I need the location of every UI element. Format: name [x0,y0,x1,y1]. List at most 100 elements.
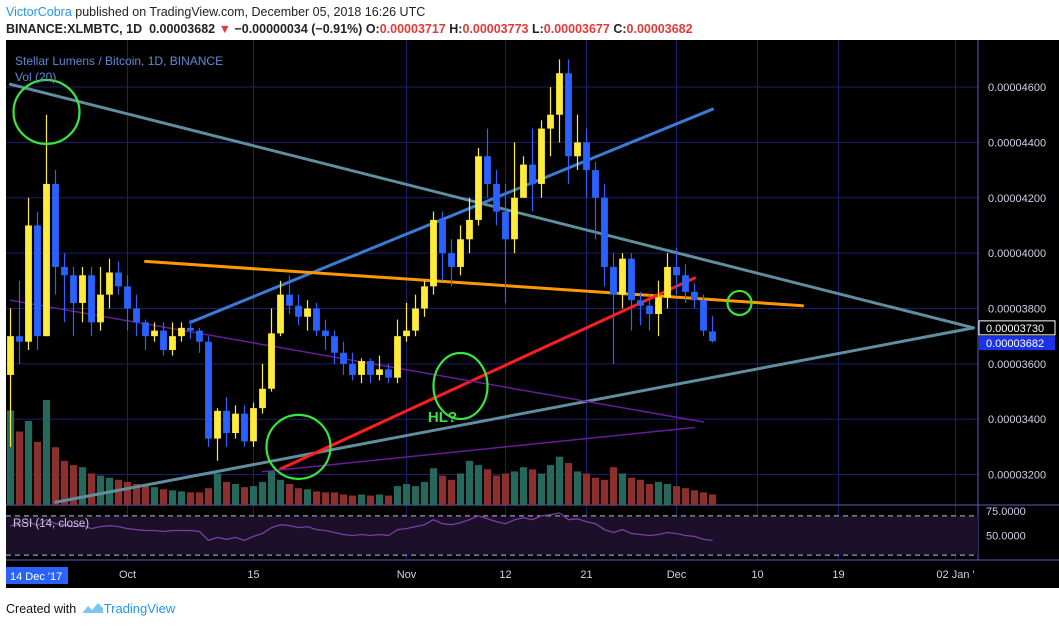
volume-bar [474,465,483,505]
candle-body [187,327,194,331]
volume-bar [69,465,78,505]
candle-body [403,330,410,337]
candle-body [385,369,392,378]
time-axis[interactable]: Oct 15 Nov 12 21 Dec 10 19 02 Jan ' 14 Dec '17 [6,567,975,584]
candle-body [142,322,149,337]
candle-body [574,142,581,157]
tradingview-brand[interactable]: TradingView [103,601,176,616]
volume-bar [456,473,465,505]
candle-body [97,294,104,323]
candle-body [628,258,635,301]
grid [6,40,1059,561]
volume-bar [519,467,528,505]
candle-body [133,308,140,323]
candle-body [475,156,482,220]
candle-body [115,272,122,287]
red-trendline [279,276,696,471]
volume-bar [375,494,384,505]
circle-top-left [12,78,81,146]
volume-bar [150,487,159,505]
price-chart[interactable]: HH? HL? 75.0000 50.0000 0.00004600 0.000044… [6,40,1059,588]
candle-body [430,219,437,287]
open-value: 0.00003717 [379,22,446,36]
price-tick-label: 0.00003800 [988,303,1046,315]
high-label: H: [449,22,463,36]
volume-bar [24,421,33,505]
volume-bar [546,465,555,505]
volume-bar [447,479,456,505]
candle-body [151,330,158,337]
candles[interactable] [7,59,716,461]
volume-bar [555,456,564,505]
ascending-support-trendline [54,326,975,504]
candle-body [493,183,500,212]
candle-body [340,352,347,364]
author-link[interactable]: VictorCobra [6,5,72,19]
candle-body [25,225,32,342]
candle-body [313,308,320,331]
candle-body [7,336,14,375]
candle-body [178,327,185,337]
volume-bar [276,479,285,505]
volume-subtitle: Vol (20) [15,70,56,84]
time-tick-label: Dec [667,569,687,581]
footer: Created with TradingView [6,601,175,616]
volume-bar [96,475,105,505]
volume-bar [636,479,645,505]
candle-body [691,291,698,301]
publish-line: VictorCobra published on TradingView.com… [6,5,425,19]
volume-bar [51,447,60,505]
close-label: C: [613,22,627,36]
time-tick-label: Nov [397,569,417,581]
candle-body [520,164,527,198]
time-tick-label: 02 Jan ' [936,569,974,581]
volume-bar [672,486,681,505]
blue-channel-line [189,107,714,324]
price-label-text: 0.00003730 [986,323,1044,335]
candle-body [52,183,59,267]
price-axis[interactable]: 0.00004600 0.00004400 0.00004200 0.00004000… [978,82,1056,482]
price-tick-label: 0.00004600 [988,82,1046,94]
volume-bar [267,471,276,505]
price-change: −0.00000034 (−0.91%) [234,22,363,36]
price-tick-label: 0.00003200 [988,470,1046,482]
chart-title: Stellar Lumens / Bitcoin, 1D, BINANCE [15,54,223,68]
volume-bar [294,488,303,505]
volume-bar [177,491,186,505]
low-label: L: [531,22,544,36]
volume-bar [384,495,393,505]
created-with-text: Created with [6,602,77,616]
volume-bar [465,460,474,505]
volume-bar [699,492,708,505]
volume-bar [168,490,177,505]
candle-body [169,336,176,350]
candle-body [349,363,356,375]
last-price: 0.00003682 [149,22,216,36]
candle-body [502,211,509,240]
candle-body [529,164,536,184]
candle-body [421,286,428,309]
candle-body [304,308,311,317]
candle-body [358,361,365,375]
price-tick-label: 0.00004200 [988,193,1046,205]
volume-bar [609,467,618,505]
high-value: 0.00003773 [462,22,529,36]
hh-annotation: HH? [526,40,557,44]
annotation-circles[interactable] [12,78,753,480]
candle-body [367,361,374,375]
volume-bar [600,479,609,505]
trendlines[interactable] [9,82,975,504]
volume-bar [411,486,420,505]
price-label-box [978,320,1056,336]
candle-body [466,219,473,240]
circle-nov-small [726,289,753,317]
volume-bar [321,492,330,505]
volume-bar [285,484,294,505]
volume-bar [690,490,699,505]
candle-body [511,197,518,240]
candle-body [259,388,266,409]
volume-bar [87,473,96,505]
candle-body [106,272,113,295]
volume-bar [627,477,636,505]
rsi-label: RSI (14, close) [13,518,89,530]
